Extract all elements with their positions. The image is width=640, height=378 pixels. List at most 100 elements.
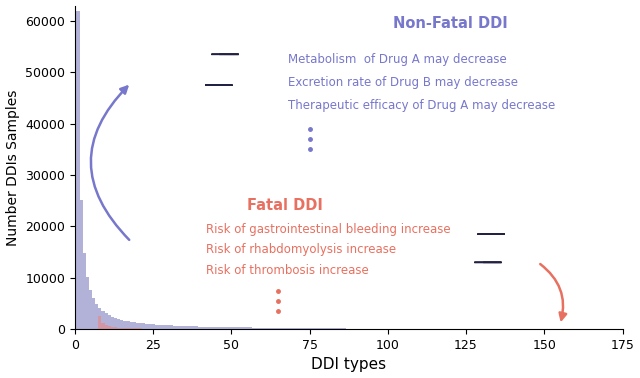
Bar (139, 328, 142, 329)
Bar (180, 326, 183, 329)
Bar (79, 200, 83, 329)
Bar (258, 328, 261, 329)
Text: Therapeutic efficacy of Drug A may decrease: Therapeutic efficacy of Drug A may decre… (287, 99, 555, 112)
Bar (261, 328, 264, 329)
Bar (268, 328, 271, 329)
Bar (170, 325, 173, 329)
Bar (99, 308, 101, 329)
Bar (239, 327, 243, 329)
Bar (192, 326, 195, 329)
Bar (217, 327, 220, 329)
Bar (114, 327, 117, 329)
Bar (321, 328, 324, 329)
Bar (167, 325, 170, 329)
Bar (120, 328, 124, 329)
Bar (152, 324, 155, 329)
Bar (227, 327, 230, 329)
Bar (330, 328, 333, 329)
Bar (145, 324, 148, 329)
Text: Risk of rhabdomyolysis increase: Risk of rhabdomyolysis increase (206, 243, 396, 256)
Bar (101, 311, 104, 329)
Bar (114, 318, 117, 329)
Bar (271, 328, 273, 329)
Bar (124, 321, 127, 329)
Bar (280, 328, 283, 329)
Bar (273, 328, 276, 329)
Bar (305, 328, 308, 329)
Text: Metabolism  of Drug A may decrease: Metabolism of Drug A may decrease (287, 53, 506, 66)
Bar (117, 319, 120, 329)
Bar (108, 326, 111, 329)
Bar (99, 316, 101, 329)
Bar (108, 315, 111, 329)
Bar (95, 304, 99, 329)
Text: Excretion rate of Drug B may decrease: Excretion rate of Drug B may decrease (287, 76, 518, 89)
Bar (286, 328, 289, 329)
Bar (189, 326, 192, 329)
Bar (314, 328, 317, 329)
Bar (276, 328, 280, 329)
Bar (145, 328, 148, 329)
Bar (186, 326, 189, 329)
Bar (89, 290, 92, 329)
Bar (252, 327, 255, 329)
Bar (311, 328, 314, 329)
Bar (255, 328, 258, 329)
Bar (124, 328, 127, 329)
Text: Non-Fatal DDI: Non-Fatal DDI (393, 16, 508, 31)
Bar (289, 328, 292, 329)
Bar (236, 327, 239, 329)
Bar (327, 328, 330, 329)
Bar (101, 323, 104, 329)
Bar (132, 322, 136, 329)
X-axis label: DDI types: DDI types (311, 358, 386, 372)
Bar (195, 327, 198, 329)
Bar (142, 328, 145, 329)
Bar (173, 326, 177, 329)
Bar (83, 253, 86, 329)
Bar (139, 323, 142, 329)
Bar (317, 328, 321, 329)
Bar (324, 328, 327, 329)
Bar (223, 327, 227, 329)
Bar (205, 327, 208, 329)
Bar (245, 327, 248, 329)
Bar (127, 321, 130, 329)
Bar (299, 328, 301, 329)
Bar (230, 327, 233, 329)
Bar (296, 328, 299, 329)
Bar (104, 325, 108, 329)
Bar (336, 328, 339, 329)
Bar (136, 323, 139, 329)
Bar (214, 327, 217, 329)
Bar (148, 324, 152, 329)
Bar (308, 328, 311, 329)
Bar (233, 327, 236, 329)
Bar (136, 328, 139, 329)
Bar (111, 327, 114, 329)
Bar (161, 325, 164, 329)
Bar (339, 328, 342, 329)
Bar (158, 325, 161, 329)
Bar (130, 328, 132, 329)
Bar (155, 325, 158, 329)
Bar (211, 327, 214, 329)
Y-axis label: Number DDIs Samples: Number DDIs Samples (6, 89, 20, 246)
Bar (130, 322, 132, 329)
Bar (183, 326, 186, 329)
Text: Risk of gastrointestinal bleeding increase: Risk of gastrointestinal bleeding increa… (206, 223, 451, 235)
Text: Fatal DDI: Fatal DDI (247, 198, 323, 214)
Bar (117, 328, 120, 329)
Bar (148, 328, 152, 329)
Bar (301, 328, 305, 329)
Bar (92, 298, 95, 329)
Bar (292, 328, 296, 329)
Bar (248, 327, 252, 329)
Bar (208, 327, 211, 329)
Bar (132, 328, 136, 329)
Bar (264, 328, 268, 329)
Bar (86, 277, 89, 329)
Bar (342, 328, 346, 329)
Bar (202, 327, 205, 329)
Bar (76, 11, 79, 329)
